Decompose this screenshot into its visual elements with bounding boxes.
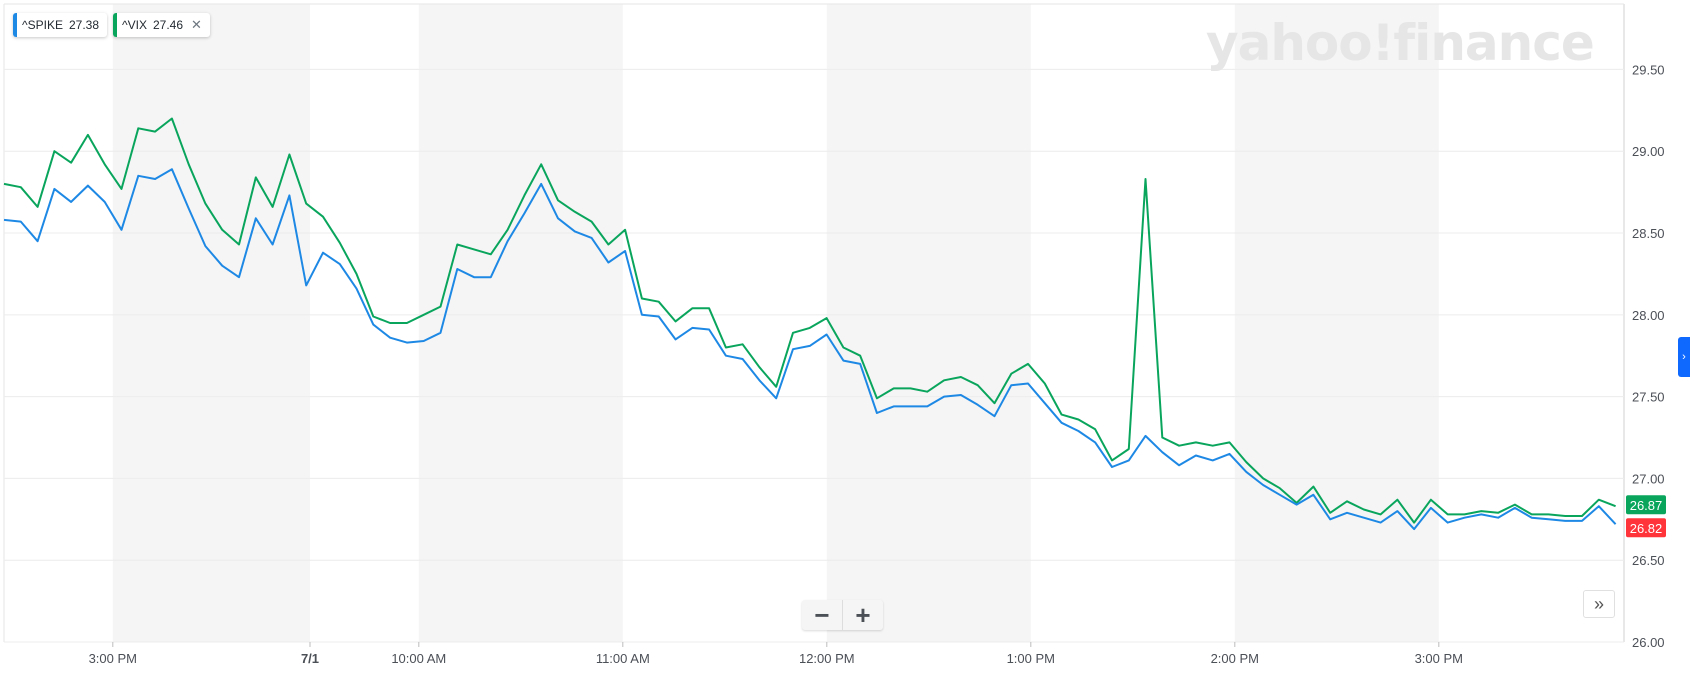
price-tags: 26.87 26.82 bbox=[1626, 495, 1666, 538]
y-tick-label: 26.00 bbox=[1632, 635, 1665, 650]
spike-price-tag bbox=[1626, 518, 1666, 538]
zoom-controls: − + bbox=[802, 600, 883, 630]
x-axis: 3:00 PM 7/1 10:00 AM 11:00 AM 12:00 PM 1:00 P… bbox=[89, 642, 1463, 666]
legend-value: 27.38 bbox=[68, 18, 100, 32]
zoom-out-button[interactable]: − bbox=[814, 599, 830, 630]
side-panel-tab[interactable]: › bbox=[1678, 337, 1690, 377]
spike-price-label: 26.82 bbox=[1630, 521, 1663, 536]
legend-value: 27.46 bbox=[153, 18, 184, 32]
series-color-swatch bbox=[113, 13, 118, 37]
x-tick-label: 3:00 PM bbox=[89, 651, 137, 666]
y-tick-label: 26.50 bbox=[1632, 553, 1665, 568]
zoom-in-button[interactable]: + bbox=[855, 599, 871, 630]
y-tick-label: 28.00 bbox=[1632, 308, 1665, 323]
session-band bbox=[112, 4, 310, 642]
grid-lines bbox=[3, 3, 1625, 643]
y-tick-label: 27.00 bbox=[1632, 471, 1665, 486]
vix-price-tag bbox=[1626, 495, 1666, 515]
x-tick-label: 3:00 PM bbox=[1415, 651, 1463, 666]
series-lines bbox=[3, 117, 1617, 531]
y-tick-label: 29.00 bbox=[1632, 144, 1665, 159]
y-tick-label: 27.50 bbox=[1632, 390, 1665, 405]
session-band bbox=[418, 4, 623, 642]
legend-symbol: ^VIX bbox=[122, 18, 147, 32]
legend-item-spike[interactable]: ^SPIKE 27.38 bbox=[13, 13, 108, 37]
yahoo-finance-logo: yahoo!finance bbox=[1206, 14, 1595, 72]
series-line-vix bbox=[3, 117, 1616, 524]
y-tick-label: 28.50 bbox=[1632, 226, 1665, 241]
series-color-swatch bbox=[13, 13, 17, 37]
vix-price-label: 26.87 bbox=[1630, 498, 1663, 513]
session-band bbox=[1234, 4, 1439, 642]
close-icon[interactable]: ✕ bbox=[191, 17, 202, 32]
legend-symbol: ^SPIKE bbox=[22, 18, 63, 32]
session-band bbox=[826, 4, 1031, 642]
session-shading bbox=[112, 4, 1439, 642]
x-tick-label: 11:00 AM bbox=[596, 651, 650, 666]
y-tick-label: 29.50 bbox=[1632, 62, 1665, 77]
zoom-divider bbox=[842, 600, 843, 630]
x-tick-label: 7/1 bbox=[301, 651, 319, 666]
series-line-spike bbox=[3, 168, 1617, 531]
x-tick-label: 10:00 AM bbox=[391, 651, 446, 666]
y-axis: 29.50 29.00 28.50 28.00 27.50 27.00 26.50 26.00 bbox=[1632, 62, 1665, 650]
legend-item-vix[interactable]: ^VIX 27.46 ✕ bbox=[113, 13, 210, 37]
x-tick-label: 1:00 PM bbox=[1007, 651, 1055, 666]
x-tick-label: 2:00 PM bbox=[1211, 651, 1259, 666]
expand-chart-button[interactable]: » bbox=[1583, 590, 1615, 618]
legend: ^SPIKE 27.38 ^VIX 27.46 ✕ bbox=[13, 13, 210, 37]
x-tick-label: 12:00 PM bbox=[799, 651, 855, 666]
